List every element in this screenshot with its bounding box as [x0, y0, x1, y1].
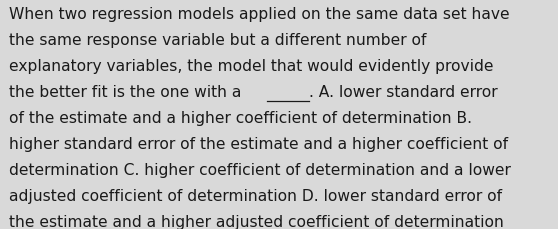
Text: the better fit is the one with a: the better fit is the one with a — [8, 85, 241, 100]
Text: When two regression models applied on the same data set have: When two regression models applied on th… — [8, 7, 509, 22]
Text: adjusted coefficient of determination D. lower standard error of: adjusted coefficient of determination D.… — [8, 188, 502, 203]
Text: . A. lower standard error: . A. lower standard error — [309, 85, 497, 100]
Text: the same response variable but a different number of: the same response variable but a differe… — [8, 33, 426, 48]
Text: determination C. higher coefficient of determination and a lower: determination C. higher coefficient of d… — [8, 163, 511, 177]
Text: higher standard error of the estimate and a higher coefficient of: higher standard error of the estimate an… — [8, 137, 508, 152]
Text: the estimate and a higher adjusted coefficient of determination: the estimate and a higher adjusted coeff… — [8, 214, 503, 229]
Text: of the estimate and a higher coefficient of determination B.: of the estimate and a higher coefficient… — [8, 111, 472, 126]
Text: explanatory variables, the model that would evidently provide: explanatory variables, the model that wo… — [8, 59, 493, 74]
